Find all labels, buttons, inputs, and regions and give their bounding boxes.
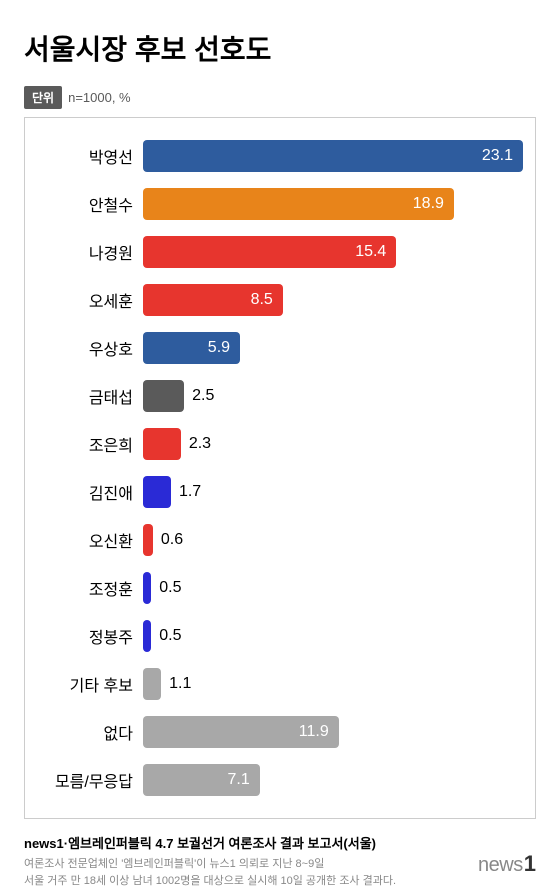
bar-label: 없다 xyxy=(25,720,143,744)
bar-label: 박영선 xyxy=(25,144,143,168)
bar-row: 나경원 15.4 xyxy=(25,236,521,268)
bar-fill: 7.1 xyxy=(143,764,260,796)
footer-line-2: 서울 거주 만 18세 이상 남녀 1002명을 대상으로 실시해 10일 공개… xyxy=(24,873,536,890)
bar-fill: 18.9 xyxy=(143,188,454,220)
bar-fill xyxy=(143,428,181,460)
bar-value: 8.5 xyxy=(251,291,273,309)
bar-row: 조은희 2.3 xyxy=(25,428,521,460)
logo: news 1 xyxy=(478,851,536,877)
bar-row: 안철수 18.9 xyxy=(25,188,521,220)
bar-track: 0.6 xyxy=(143,524,521,556)
bar-row: 금태섭 2.5 xyxy=(25,380,521,412)
bar-track: 7.1 xyxy=(143,764,521,796)
bar-fill xyxy=(143,524,153,556)
bar-track: 0.5 xyxy=(143,620,521,652)
logo-news: news xyxy=(478,854,523,877)
bar-value: 1.1 xyxy=(169,675,191,693)
bar-value: 11.9 xyxy=(299,723,329,741)
bar-value: 18.9 xyxy=(413,195,444,213)
chart-box: 박영선 23.1 안철수 18.9 나경원 15.4 오세훈 8.5 우상호 5.9 금태섭 2.5 조… xyxy=(24,117,536,819)
bar-fill: 11.9 xyxy=(143,716,339,748)
bar-value: 2.5 xyxy=(192,387,214,405)
bar-row: 오세훈 8.5 xyxy=(25,284,521,316)
bar-label: 우상호 xyxy=(25,336,143,360)
bar-value: 0.5 xyxy=(159,579,181,597)
bar-row: 우상호 5.9 xyxy=(25,332,521,364)
logo-one: 1 xyxy=(524,851,536,877)
bar-value: 0.5 xyxy=(159,627,181,645)
bar-track: 2.3 xyxy=(143,428,521,460)
bar-label: 조은희 xyxy=(25,432,143,456)
bar-fill: 8.5 xyxy=(143,284,283,316)
unit-text: n=1000, % xyxy=(68,90,131,105)
bar-track: 15.4 xyxy=(143,236,521,268)
bar-value: 7.1 xyxy=(228,771,250,789)
unit-badge: 단위 xyxy=(24,86,62,109)
footer-line-1: 여론조사 전문업체인 '엠브레인퍼블릭'이 뉴스1 의뢰로 지난 8~9일 xyxy=(24,856,536,873)
bar-row: 모름/무응답 7.1 xyxy=(25,764,521,796)
bar-label: 오신환 xyxy=(25,528,143,552)
bar-row: 오신환 0.6 xyxy=(25,524,521,556)
bar-fill xyxy=(143,476,171,508)
bar-label: 금태섭 xyxy=(25,384,143,408)
bar-value: 0.6 xyxy=(161,531,183,549)
bar-track: 8.5 xyxy=(143,284,521,316)
bar-row: 기타 후보 1.1 xyxy=(25,668,521,700)
footer-title: news1·엠브레인퍼블릭 4.7 보궐선거 여론조사 결과 보고서(서울) xyxy=(24,833,536,852)
bar-fill xyxy=(143,380,184,412)
bar-value: 2.3 xyxy=(189,435,211,453)
bar-track: 1.1 xyxy=(143,668,521,700)
bar-track: 5.9 xyxy=(143,332,521,364)
bar-row: 없다 11.9 xyxy=(25,716,521,748)
bar-row: 김진애 1.7 xyxy=(25,476,521,508)
bar-fill xyxy=(143,668,161,700)
bar-label: 모름/무응답 xyxy=(25,768,143,792)
bar-label: 기타 후보 xyxy=(25,672,143,696)
bar-row: 정봉주 0.5 xyxy=(25,620,521,652)
bar-row: 박영선 23.1 xyxy=(25,140,521,172)
bar-track: 2.5 xyxy=(143,380,521,412)
bar-fill: 23.1 xyxy=(143,140,523,172)
bar-value: 23.1 xyxy=(482,147,513,165)
bar-track: 18.9 xyxy=(143,188,521,220)
bar-label: 정봉주 xyxy=(25,624,143,648)
bar-value: 1.7 xyxy=(179,483,201,501)
bar-track: 23.1 xyxy=(143,140,523,172)
bar-label: 나경원 xyxy=(25,240,143,264)
bar-value: 5.9 xyxy=(208,339,230,357)
bar-fill xyxy=(143,620,151,652)
bar-track: 11.9 xyxy=(143,716,521,748)
bar-label: 조정훈 xyxy=(25,576,143,600)
bar-label: 오세훈 xyxy=(25,288,143,312)
footer: news1·엠브레인퍼블릭 4.7 보궐선거 여론조사 결과 보고서(서울) 여… xyxy=(0,819,560,889)
bar-fill: 15.4 xyxy=(143,236,396,268)
bar-track: 1.7 xyxy=(143,476,521,508)
chart-title: 서울시장 후보 선호도 xyxy=(24,28,536,68)
bar-row: 조정훈 0.5 xyxy=(25,572,521,604)
bar-label: 김진애 xyxy=(25,480,143,504)
bar-fill: 5.9 xyxy=(143,332,240,364)
bar-value: 15.4 xyxy=(355,243,386,261)
bar-fill xyxy=(143,572,151,604)
unit-row: 단위 n=1000, % xyxy=(24,86,536,109)
bar-track: 0.5 xyxy=(143,572,521,604)
bar-label: 안철수 xyxy=(25,192,143,216)
